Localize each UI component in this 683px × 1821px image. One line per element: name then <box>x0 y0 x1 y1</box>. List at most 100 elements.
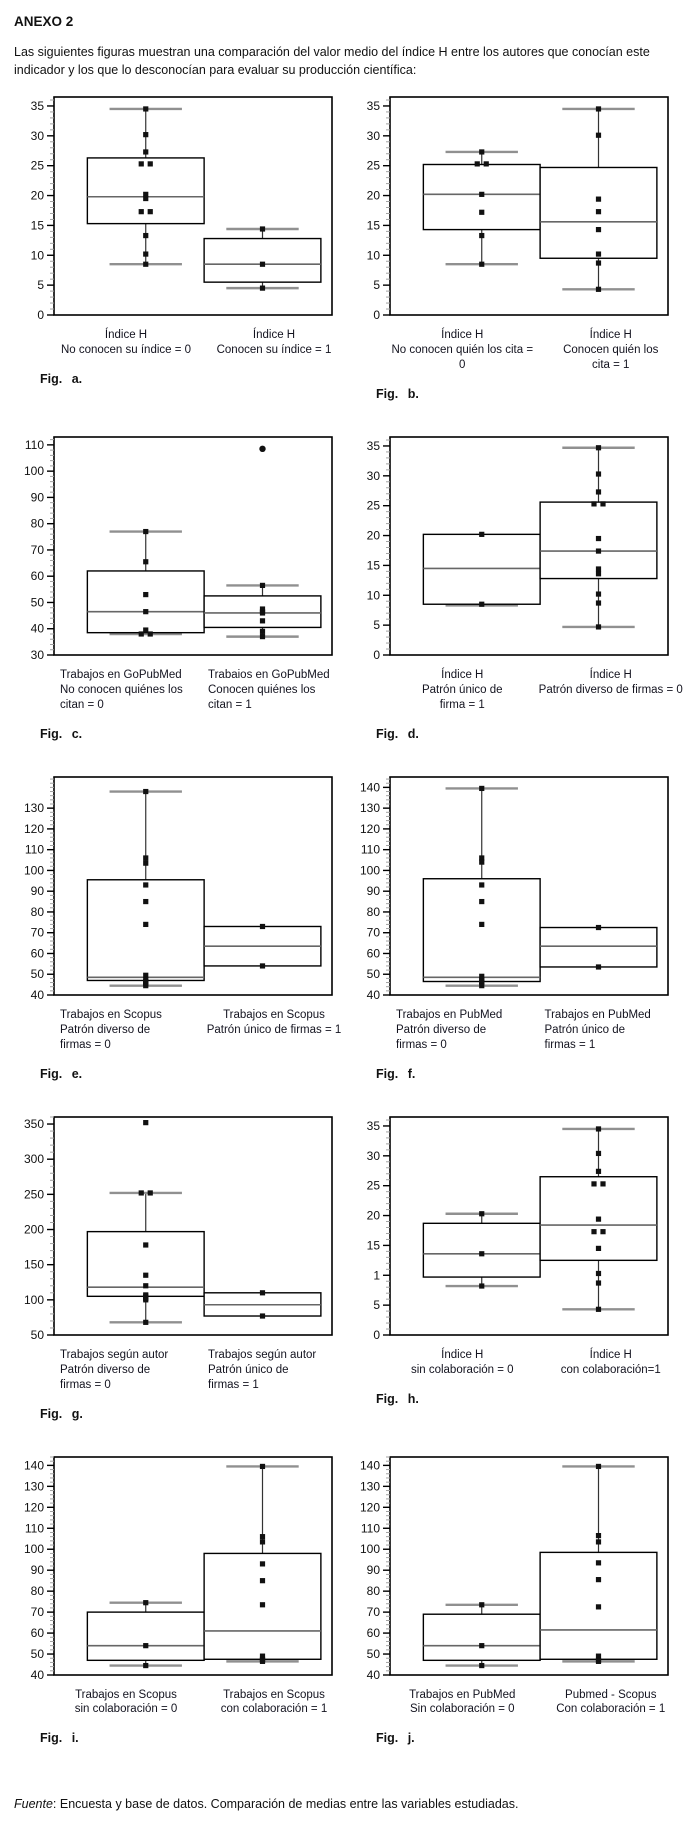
iqr-box <box>87 571 204 633</box>
y-tick-label: 30 <box>31 648 45 661</box>
y-tick-label: 130 <box>24 801 44 815</box>
y-tick-label: 50 <box>31 967 45 981</box>
group-label-line: Patrón diverso de firmas = 0 <box>537 683 683 698</box>
y-tick-label: 15 <box>31 219 45 233</box>
outlier-circle <box>259 446 265 452</box>
y-tick-label: 60 <box>31 946 45 960</box>
y-tick-label: 120 <box>360 822 380 836</box>
data-point-square <box>260 1561 265 1566</box>
y-tick-label: 60 <box>367 946 381 960</box>
y-tick-label: 50 <box>31 596 45 610</box>
y-tick-label: 70 <box>31 543 45 557</box>
box-group-2 <box>540 1463 657 1663</box>
y-tick-label: 80 <box>367 1584 381 1598</box>
y-tick-label: 100 <box>360 863 380 877</box>
box-group-2 <box>540 107 657 293</box>
group-label-line: Trabajos según autor <box>60 1348 200 1363</box>
box-group-1 <box>87 529 204 637</box>
data-points <box>259 446 265 640</box>
group-label-line: citan = 0 <box>60 698 200 713</box>
data-point-square <box>479 1283 484 1288</box>
data-point-square <box>143 1643 148 1648</box>
source-text: : Encuesta y base de datos. Comparación … <box>53 1797 519 1811</box>
group-label-line: Trabajos en Scopus <box>200 1008 348 1023</box>
y-tick-label: 50 <box>31 1647 45 1661</box>
y-tick-label: 0 <box>373 308 380 321</box>
data-point-square <box>260 1539 265 1544</box>
data-point-square <box>479 1251 484 1256</box>
y-tick-label: 10 <box>367 249 381 263</box>
group-label-line: Patrón diverso de <box>396 1023 537 1038</box>
y-tick-label: 60 <box>367 1626 381 1640</box>
data-point-square <box>143 1272 148 1277</box>
data-point-square <box>260 963 265 968</box>
data-point-square <box>596 536 601 541</box>
y-tick-label: 5 <box>37 278 44 292</box>
y-tick-label: 0 <box>373 1328 380 1341</box>
box-group-1 <box>423 1602 540 1668</box>
y-tick-label: 15 <box>367 1238 381 1252</box>
data-point-square <box>596 445 601 450</box>
data-point-square <box>479 859 484 864</box>
y-tick-label: 120 <box>24 1500 44 1514</box>
data-point-square <box>479 882 484 887</box>
y-tick-label: 100 <box>24 863 44 877</box>
data-point-square <box>596 1560 601 1565</box>
data-point-square <box>596 287 601 292</box>
y-tick-label: 110 <box>25 1521 44 1535</box>
data-point-square <box>596 471 601 476</box>
y-tick-label: 140 <box>360 780 380 794</box>
iqr-box <box>87 1612 204 1660</box>
data-point-square <box>479 1662 484 1667</box>
intro-paragraph: Las siguientes figuras muestran una comp… <box>14 43 662 79</box>
data-point-square <box>143 1242 148 1247</box>
iqr-box <box>423 1223 540 1277</box>
data-point-square <box>479 210 484 215</box>
group-label-line: No conocen quiénes los <box>60 683 200 698</box>
data-point-square <box>591 1229 596 1234</box>
data-point-square <box>596 489 601 494</box>
y-tick-label: 35 <box>31 99 45 113</box>
group-label-line: Patrón único de <box>545 1023 683 1038</box>
data-point-square <box>591 1181 596 1186</box>
data-point-square <box>143 132 148 137</box>
iqr-box <box>423 879 540 982</box>
data-point-square <box>260 262 265 267</box>
y-tick-label: 50 <box>31 1328 45 1341</box>
data-point-square <box>596 1577 601 1582</box>
group-label-line: Conocen su índice = 1 <box>200 343 348 358</box>
data-point-square <box>596 925 601 930</box>
group-label-line: firmas = 0 <box>60 1038 200 1053</box>
data-point-square <box>596 1126 601 1131</box>
data-point-square <box>139 1190 144 1195</box>
data-point-square <box>143 196 148 201</box>
data-point-square <box>600 501 605 506</box>
data-point-square <box>260 618 265 623</box>
y-tick-label: 300 <box>24 1152 44 1166</box>
data-point-square <box>596 1216 601 1221</box>
data-point-square <box>479 150 484 155</box>
y-tick-label: 110 <box>361 843 380 857</box>
group-label-line: No conocen su índice = 0 <box>52 343 200 358</box>
group-label-line: No conocen quién los cita = 0 <box>388 343 537 373</box>
data-point-square <box>479 983 484 988</box>
y-tick-label: 90 <box>31 490 45 504</box>
